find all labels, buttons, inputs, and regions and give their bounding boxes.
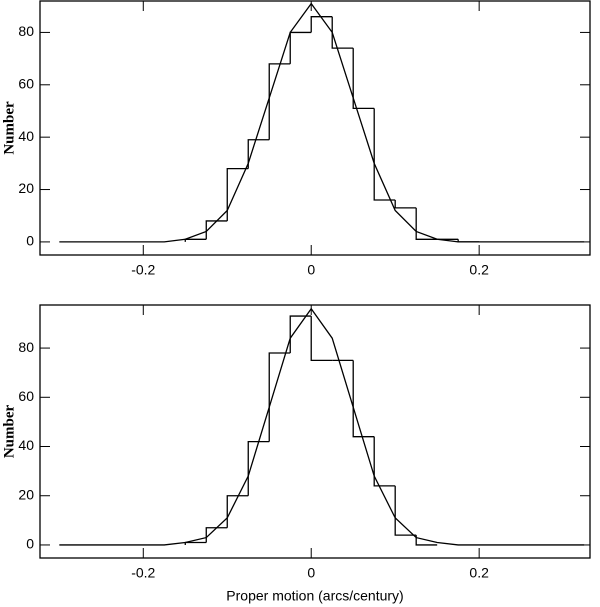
y-tick-label: 20: [18, 180, 34, 196]
x-tick-label: 0.2: [469, 565, 489, 581]
histogram-bin: [226, 167, 249, 221]
y-tick-label: 20: [18, 486, 34, 502]
histogram-bin: [268, 63, 291, 140]
histogram-bin: [415, 535, 438, 546]
y-tick-label: 0: [26, 536, 34, 552]
plot-frame: [39, 0, 591, 256]
y-tick-label: 0: [26, 233, 34, 249]
y-tick-label: 60: [18, 388, 34, 404]
x-tick-label: 0: [307, 565, 315, 581]
histogram-bin: [373, 108, 396, 201]
histogram-bin: [247, 139, 270, 169]
histogram-bin: [415, 207, 438, 240]
histogram-bin: [184, 541, 207, 545]
histogram-bin: [373, 436, 396, 487]
fit-line: [59, 307, 585, 546]
y-axis-label: Number: [1, 404, 17, 458]
histogram-bin: [352, 48, 375, 110]
y-axis-label: Number: [1, 101, 17, 155]
histogram-bin: [394, 200, 417, 209]
histogram-bin: [394, 485, 417, 536]
x-tick-label: -0.2: [131, 262, 155, 278]
x-tick-label: 0: [307, 262, 315, 278]
histogram-bin: [205, 220, 228, 240]
x-axis-label: Proper motion (arcs/century): [226, 588, 403, 604]
histogram-bin: [310, 16, 333, 33]
histogram-bin: [331, 16, 354, 49]
y-tick-label: 80: [18, 23, 34, 39]
x-tick-label: -0.2: [131, 565, 155, 581]
histogram-bin: [289, 315, 312, 353]
plot-frame: [39, 304, 591, 559]
histogram-bin: [247, 440, 270, 496]
histogram-bin: [310, 316, 333, 362]
y-tick-label: 40: [18, 128, 34, 144]
x-tick-label: 0.2: [469, 262, 489, 278]
fit-line: [59, 2, 585, 243]
y-tick-label: 80: [18, 339, 34, 355]
y-tick-label: 40: [18, 437, 34, 453]
histogram-bin: [289, 31, 312, 64]
histogram-bin: [352, 360, 375, 438]
histogram-bin: [184, 238, 207, 242]
y-tick-label: 60: [18, 75, 34, 91]
histogram-bin: [268, 352, 291, 442]
